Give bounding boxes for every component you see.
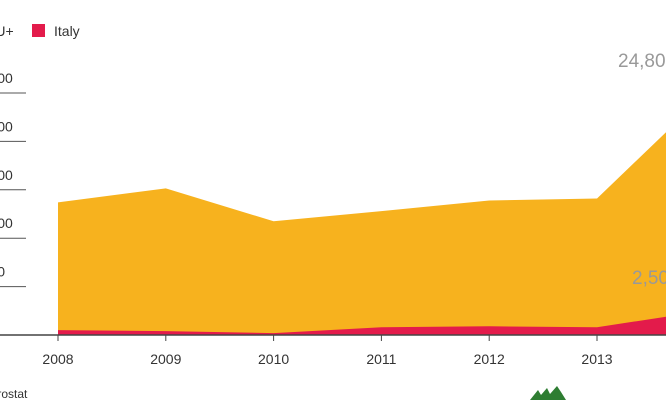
y-tick-label: 20,000 bbox=[0, 118, 13, 134]
value-label: 2,500 bbox=[632, 268, 666, 289]
value-label: 24,800 bbox=[618, 51, 666, 72]
area bbox=[58, 316, 666, 335]
x-tick-label: 2008 bbox=[42, 351, 73, 367]
y-tick-label: 5,000 bbox=[0, 264, 5, 280]
y-tick-label: 10,000 bbox=[0, 215, 13, 231]
x-tick-label: 2010 bbox=[258, 351, 289, 367]
legend-label: EU+ bbox=[0, 23, 14, 39]
x-tick-label: 2013 bbox=[581, 351, 612, 367]
x-tick-label: 2012 bbox=[474, 351, 505, 367]
x-tick-label: 2009 bbox=[150, 351, 181, 367]
logo bbox=[530, 386, 566, 400]
legend-label: Italy bbox=[54, 23, 80, 39]
source: Source: Eurostat bbox=[0, 387, 28, 400]
y-tick-label: 15,000 bbox=[0, 167, 13, 183]
legend-marker bbox=[32, 24, 45, 37]
area bbox=[58, 132, 666, 335]
x-tick-label: 2011 bbox=[366, 351, 396, 367]
y-tick-label: 25,000 bbox=[0, 70, 13, 86]
